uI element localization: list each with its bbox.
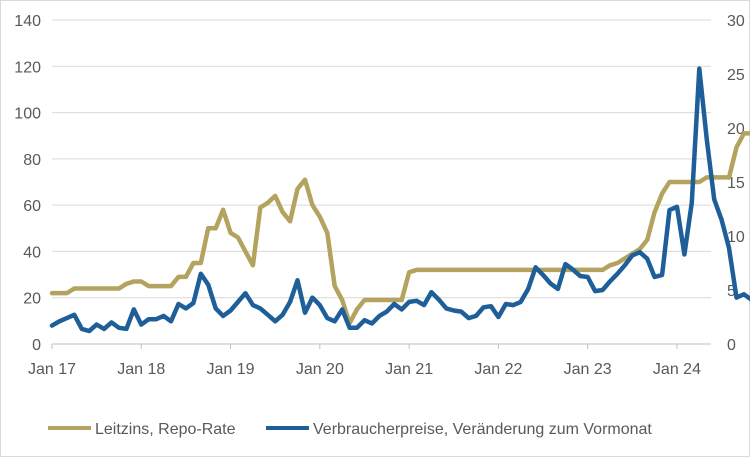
series-line-verbraucherpreise xyxy=(49,66,750,334)
y-right-tick-label: 30 xyxy=(727,13,745,30)
x-axis: Jan 17 Jan 18 Jan 19 Jan 20 Jan 21 Jan 22 Jan … xyxy=(28,344,701,378)
y-left-tick-label: 140 xyxy=(14,13,41,30)
y-axis-left: 0 20 40 60 80 100 120 140 xyxy=(14,13,41,354)
x-tick-label: Jan 23 xyxy=(564,361,612,378)
y-axis-right: 0 5 10 15 20 25 30 xyxy=(727,13,745,354)
y-right-tick-label: 10 xyxy=(727,229,745,246)
y-right-tick-label: 5 xyxy=(727,283,736,300)
y-right-tick-label: 20 xyxy=(727,121,745,138)
x-tick-label: Jan 19 xyxy=(207,361,255,378)
y-left-tick-label: 60 xyxy=(23,198,41,215)
y-left-tick-label: 80 xyxy=(23,152,41,169)
y-left-tick-label: 0 xyxy=(32,337,41,354)
legend: Leitzins, Repo-Rate Verbraucherpreise, V… xyxy=(48,421,652,438)
legend-label-leitzins: Leitzins, Repo-Rate xyxy=(95,421,236,438)
y-left-tick-label: 20 xyxy=(23,291,41,308)
x-tick-label: Jan 20 xyxy=(296,361,344,378)
gridlines xyxy=(52,19,711,345)
legend-label-verbraucherpreise: Verbraucherpreise, Veränderung zum Vormo… xyxy=(313,421,652,438)
x-tick-label: Jan 24 xyxy=(653,361,701,378)
x-tick-label: Jan 18 xyxy=(117,361,165,378)
x-tick-label: Jan 17 xyxy=(28,361,76,378)
y-left-tick-label: 120 xyxy=(14,59,41,76)
y-left-tick-label: 100 xyxy=(14,106,41,123)
y-right-tick-label: 25 xyxy=(727,67,745,84)
x-tick-label: Jan 22 xyxy=(474,361,522,378)
series xyxy=(49,66,750,334)
y-right-tick-label: 15 xyxy=(727,175,745,192)
y-left-tick-label: 40 xyxy=(23,244,41,261)
x-tick-label: Jan 21 xyxy=(385,361,433,378)
series-line-leitzins xyxy=(49,131,750,326)
y-right-tick-label: 0 xyxy=(727,337,736,354)
